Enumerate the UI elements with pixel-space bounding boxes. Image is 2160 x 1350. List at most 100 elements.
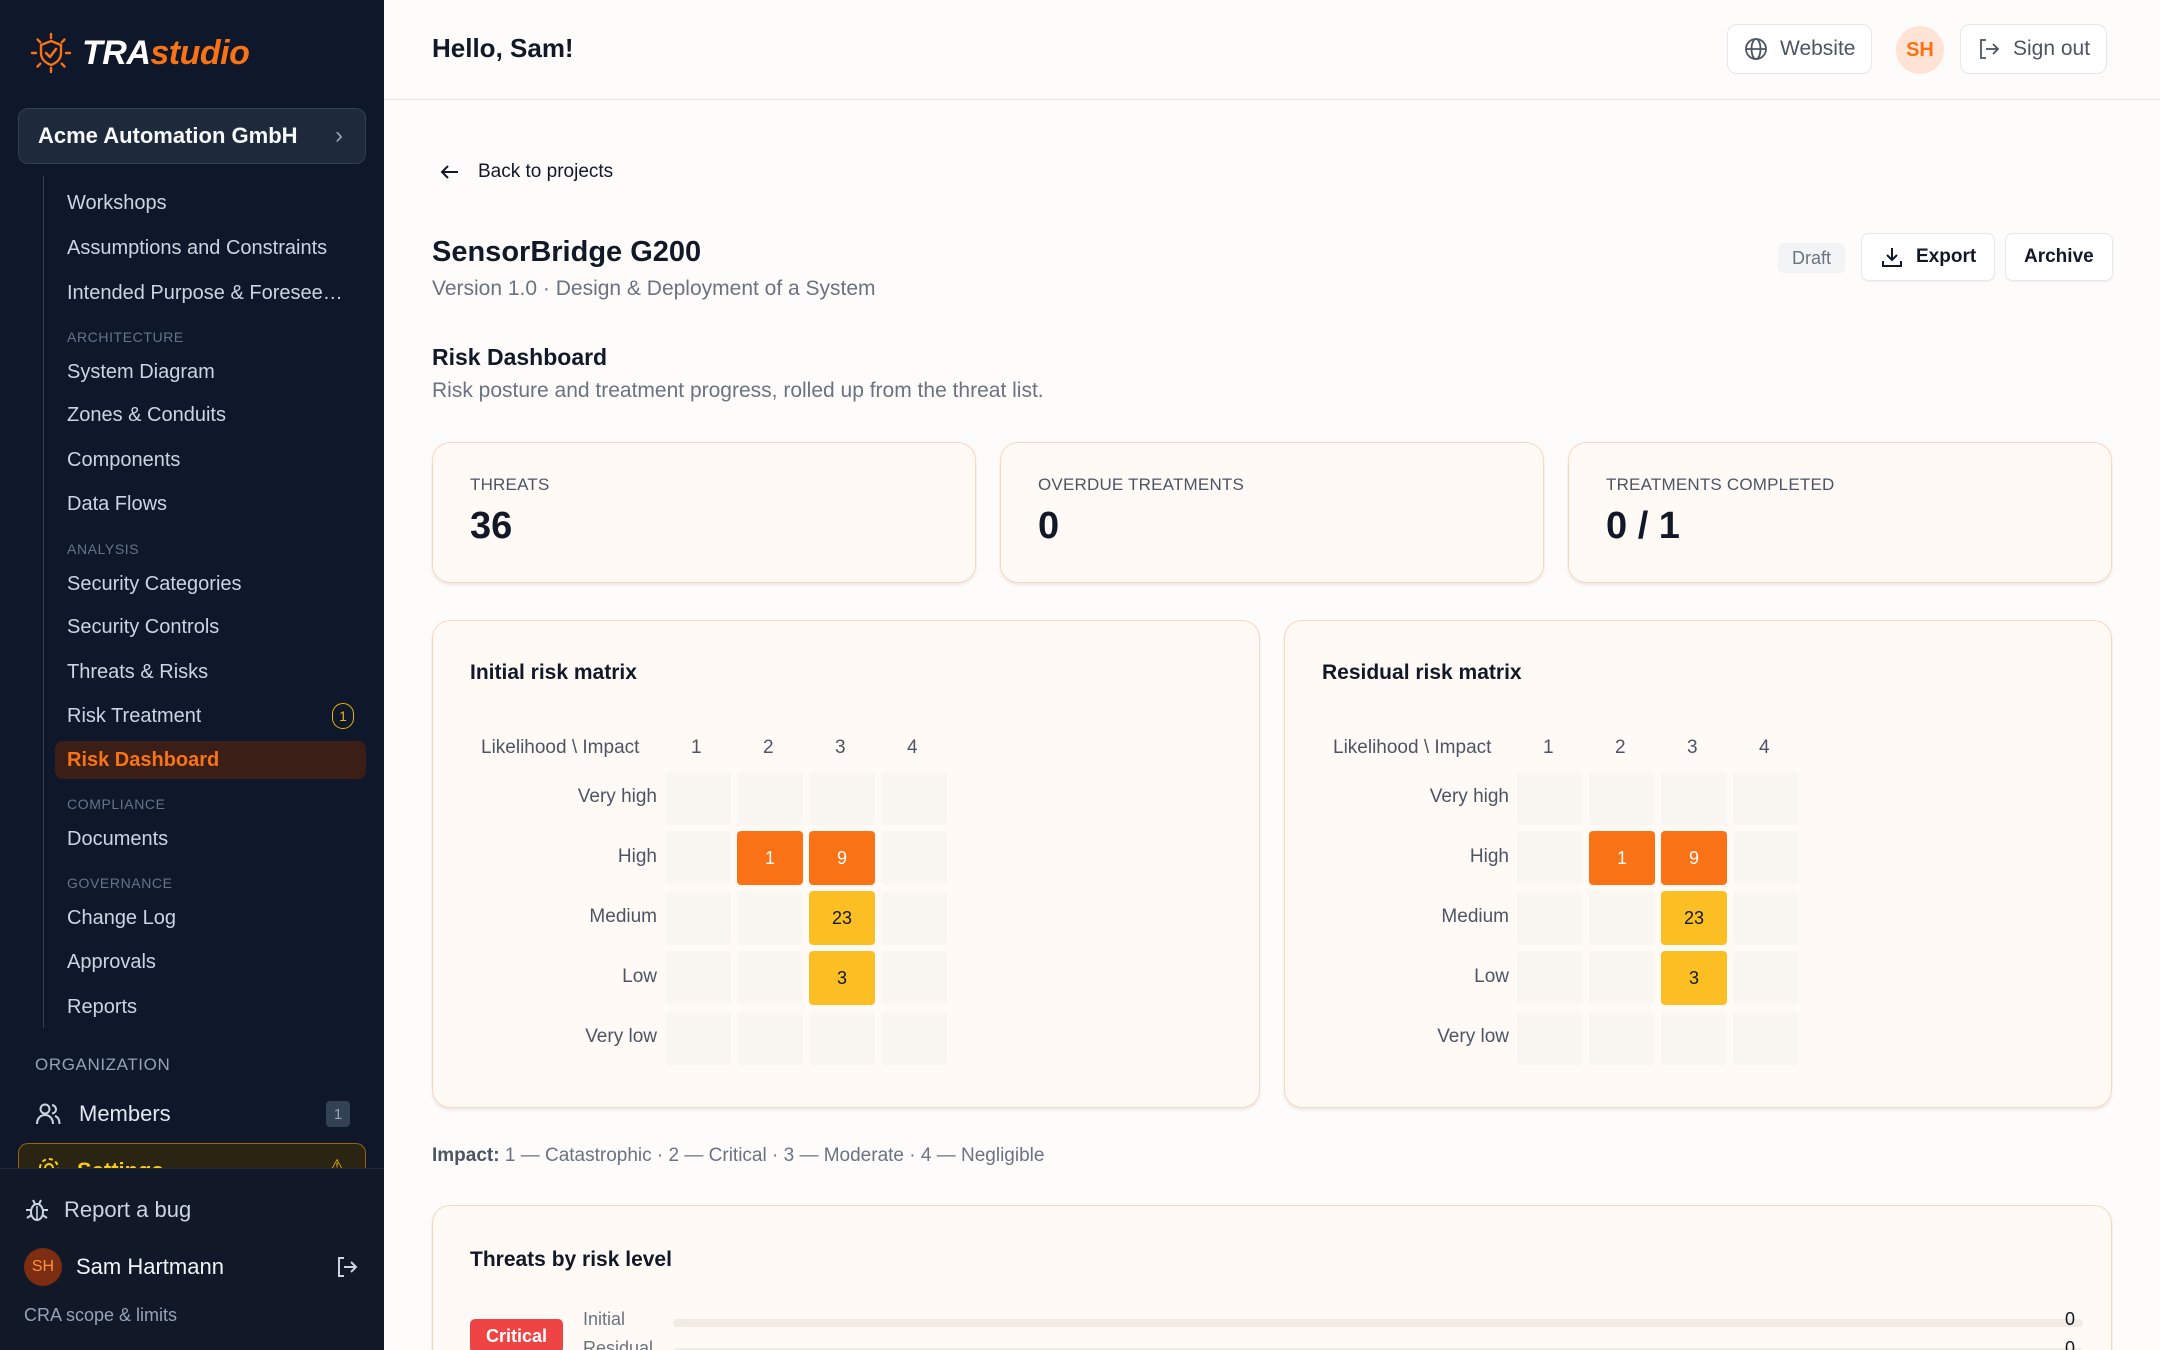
residual-bar — [673, 1348, 2083, 1350]
matrix-cell — [809, 1011, 875, 1065]
matrix-cell[interactable]: 23 — [809, 891, 875, 945]
matrix-cell[interactable]: 9 — [1661, 831, 1727, 885]
impact-col-header: 1 — [1543, 737, 1554, 758]
likelihood-row-label: Very low — [585, 1026, 657, 1047]
matrix-cell — [1589, 771, 1655, 825]
initial-bar — [673, 1319, 2083, 1327]
matrix-cell — [1661, 771, 1727, 825]
matrix-cell — [1733, 771, 1799, 825]
sidebar-item-security-controls[interactable]: Security Controls — [67, 615, 220, 638]
archive-button[interactable]: Archive — [2005, 233, 2113, 281]
user-name: Sam Hartmann — [76, 1254, 224, 1279]
sidebar-item-data-flows[interactable]: Data Flows — [67, 492, 168, 515]
export-label: Export — [1916, 246, 1977, 267]
likelihood-row-label: Very high — [577, 786, 657, 807]
matrix-cell[interactable]: 23 — [1661, 891, 1727, 945]
matrix-cell — [665, 951, 731, 1005]
sidebar-item-assumptions[interactable]: Assumptions and Constraints — [67, 236, 328, 259]
sidebar-item-documents[interactable]: Documents — [67, 827, 169, 850]
matrix-cell — [1661, 1011, 1727, 1065]
threats-by-level-card: Threats by risk level Critical Initial 0… — [432, 1205, 2112, 1350]
report-bug-label: Report a bug — [64, 1197, 192, 1222]
matrix-cell — [737, 1011, 803, 1065]
likelihood-row-label: Very high — [1429, 786, 1509, 807]
likelihood-row-label: High — [617, 846, 657, 867]
sidebar-item-risk-dashboard[interactable]: Risk Dashboard — [55, 741, 366, 779]
website-button[interactable]: Website — [1727, 24, 1873, 74]
matrix-cell — [737, 771, 803, 825]
organization-section-label: ORGANIZATION — [35, 1055, 171, 1074]
sidebar-item-intended-purpose[interactable]: Intended Purpose & Foreseeable Use — [67, 281, 352, 304]
sidebar-item-system-diagram[interactable]: System Diagram — [67, 360, 215, 383]
org-name: Acme Automation GmbH — [38, 123, 298, 148]
sidebar-item-security-categories[interactable]: Security Categories — [67, 572, 242, 595]
matrix-cell[interactable]: 9 — [809, 831, 875, 885]
sidebar-item-workshops[interactable]: Workshops — [67, 191, 167, 214]
initial-label: Initial — [583, 1309, 626, 1329]
stat-card-completed: TREATMENTS COMPLETED 0 / 1 — [1568, 442, 2112, 583]
users-icon — [36, 1103, 61, 1125]
matrix-cell[interactable]: 1 — [1589, 831, 1655, 885]
arrow-left-icon — [440, 165, 458, 179]
logo[interactable]: TRAstudio — [30, 30, 250, 76]
sidebar-item-zones-conduits[interactable]: Zones & Conduits — [67, 403, 226, 426]
likelihood-row-label: Medium — [589, 906, 657, 927]
stat-card-overdue: OVERDUE TREATMENTS 0 — [1000, 442, 1544, 583]
dashboard-subtitle: Risk posture and treatment progress, rol… — [432, 379, 1044, 402]
matrix-cell — [881, 771, 947, 825]
nav-section-architecture: ARCHITECTURE — [67, 329, 184, 345]
matrix-cell — [665, 1011, 731, 1065]
avatar[interactable]: SH — [1896, 26, 1944, 74]
cra-scope-link[interactable]: CRA scope & limits — [24, 1305, 178, 1325]
sidebar-item-risk-treatment[interactable]: Risk Treatment 1 — [55, 697, 366, 735]
matrix-cell — [737, 891, 803, 945]
archive-label: Archive — [2024, 246, 2094, 267]
matrix-cell[interactable]: 1 — [737, 831, 803, 885]
stat-value: 0 / 1 — [1606, 505, 1680, 547]
report-bug-link[interactable]: Report a bug — [24, 1197, 191, 1223]
impact-col-header: 1 — [691, 737, 702, 758]
sidebar-item-approvals[interactable]: Approvals — [67, 950, 156, 973]
stat-card-threats: THREATS 36 — [432, 442, 976, 583]
sidebar-item-reports[interactable]: Reports — [67, 995, 138, 1018]
matrix-cell[interactable]: 3 — [1661, 951, 1727, 1005]
matrix-cell — [1589, 891, 1655, 945]
members-count-badge: 1 — [326, 1101, 350, 1127]
impact-col-header: 2 — [1615, 737, 1626, 758]
sign-out-icon — [1980, 39, 2000, 59]
stat-value: 36 — [470, 505, 513, 547]
export-button[interactable]: Export — [1861, 233, 1996, 281]
shield-logo-icon — [30, 32, 72, 74]
matrix-header-label: Likelihood \ Impact — [481, 737, 640, 758]
stat-value: 0 — [1038, 505, 1060, 547]
by-level-title: Threats by risk level — [470, 1248, 672, 1271]
back-to-projects-link[interactable]: Back to projects — [438, 160, 613, 184]
impact-col-header: 4 — [1759, 737, 1770, 758]
sign-out-label: Sign out — [2013, 37, 2091, 60]
org-switcher[interactable]: Acme Automation GmbH › — [18, 108, 366, 164]
sidebar-item-members[interactable]: Members 1 — [35, 1097, 350, 1131]
sign-out-button[interactable]: Sign out — [1960, 24, 2108, 74]
matrix-cell — [1733, 1011, 1799, 1065]
matrix-cell — [665, 831, 731, 885]
likelihood-row-label: Low — [622, 966, 657, 987]
sidebar-item-components[interactable]: Components — [67, 448, 181, 471]
matrix-cell — [665, 891, 731, 945]
sidebar-item-change-log[interactable]: Change Log — [67, 906, 176, 929]
user-avatar[interactable]: SH — [24, 1248, 62, 1286]
likelihood-row-label: Very low — [1437, 1026, 1509, 1047]
critical-badge: Critical — [470, 1319, 564, 1350]
members-label: Members — [79, 1101, 171, 1126]
back-label: Back to projects — [478, 161, 614, 182]
likelihood-row-label: High — [1469, 846, 1509, 867]
matrix-cell — [1733, 891, 1799, 945]
globe-icon — [1745, 38, 1767, 60]
matrix-cell — [1517, 831, 1583, 885]
matrix-title: Initial risk matrix — [470, 661, 637, 684]
user-row: SH Sam Hartmann — [24, 1248, 360, 1286]
matrix-cell — [881, 891, 947, 945]
logout-icon[interactable] — [334, 1254, 360, 1280]
nav-section-analysis: ANALYSIS — [67, 541, 140, 557]
sidebar-item-threats-risks[interactable]: Threats & Risks — [67, 660, 209, 683]
matrix-cell[interactable]: 3 — [809, 951, 875, 1005]
